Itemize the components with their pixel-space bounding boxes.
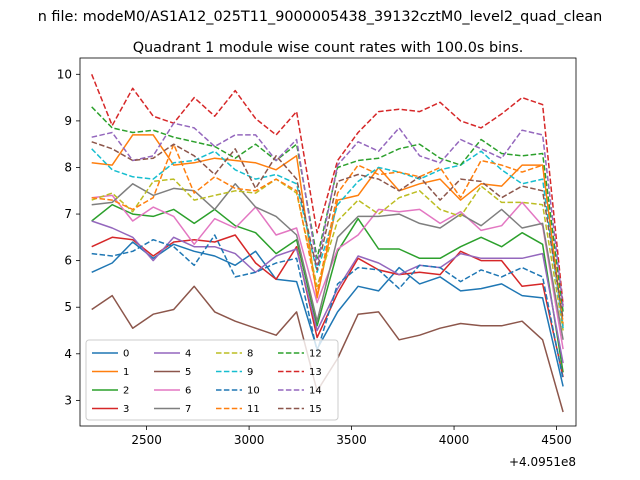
series-line-9 <box>91 148 564 329</box>
figure-suptitle: n file: modeM0/AS1A12_025T11_9000005438_… <box>38 9 603 25</box>
chart-title: Quadrant 1 module wise count rates with … <box>133 40 524 56</box>
series-line-13 <box>91 74 564 305</box>
y-tick-label: 9 <box>64 114 72 128</box>
x-axis-offset-label: +4.0951e8 <box>509 455 576 469</box>
series-line-8 <box>91 178 564 331</box>
series-line-10 <box>91 234 564 380</box>
legend-label-4: 4 <box>185 349 191 360</box>
legend-label-8: 8 <box>247 349 253 360</box>
legend-label-3: 3 <box>123 404 129 415</box>
legend-label-0: 0 <box>123 349 129 360</box>
y-tick-label: 4 <box>64 347 72 361</box>
series-lines <box>91 74 564 413</box>
legend-label-9: 9 <box>247 367 253 378</box>
series-line-11 <box>91 143 564 324</box>
series-line-15 <box>91 141 564 320</box>
y-tick-label: 7 <box>64 207 72 221</box>
series-line-14 <box>91 122 564 308</box>
x-axis: 2500 3000 3500 4000 4500 <box>131 426 572 447</box>
x-tick-label: 3000 <box>234 433 265 447</box>
x-tick-label: 2500 <box>131 433 162 447</box>
y-tick-label: 5 <box>64 300 72 314</box>
legend-label-5: 5 <box>185 367 191 378</box>
y-tick-label: 10 <box>57 67 72 81</box>
legend-label-10: 10 <box>247 386 260 397</box>
axes-frame <box>79 57 577 427</box>
series-line-7 <box>91 183 564 340</box>
legend-label-15: 15 <box>309 404 322 415</box>
y-tick-label: 8 <box>64 160 72 174</box>
legend-label-12: 12 <box>309 349 322 360</box>
legend-label-1: 1 <box>123 367 129 378</box>
legend-label-14: 14 <box>309 386 322 397</box>
x-tick-label: 4000 <box>439 433 470 447</box>
y-tick-label: 6 <box>64 254 72 268</box>
legend-label-6: 6 <box>185 386 191 397</box>
series-line-6 <box>91 194 564 350</box>
legend-label-11: 11 <box>247 404 260 415</box>
legend-box <box>85 339 339 421</box>
series-line-0 <box>91 241 564 387</box>
series-line-2 <box>91 203 564 373</box>
x-tick-label: 4500 <box>541 433 572 447</box>
legend-label-2: 2 <box>123 386 129 397</box>
series-line-4 <box>91 220 564 364</box>
y-tick-label: 3 <box>64 393 72 407</box>
x-tick-label: 3500 <box>336 433 367 447</box>
legend-label-13: 13 <box>309 367 322 378</box>
y-axis: 3 4 5 6 7 8 9 10 <box>57 67 80 407</box>
legend-label-7: 7 <box>185 404 191 415</box>
